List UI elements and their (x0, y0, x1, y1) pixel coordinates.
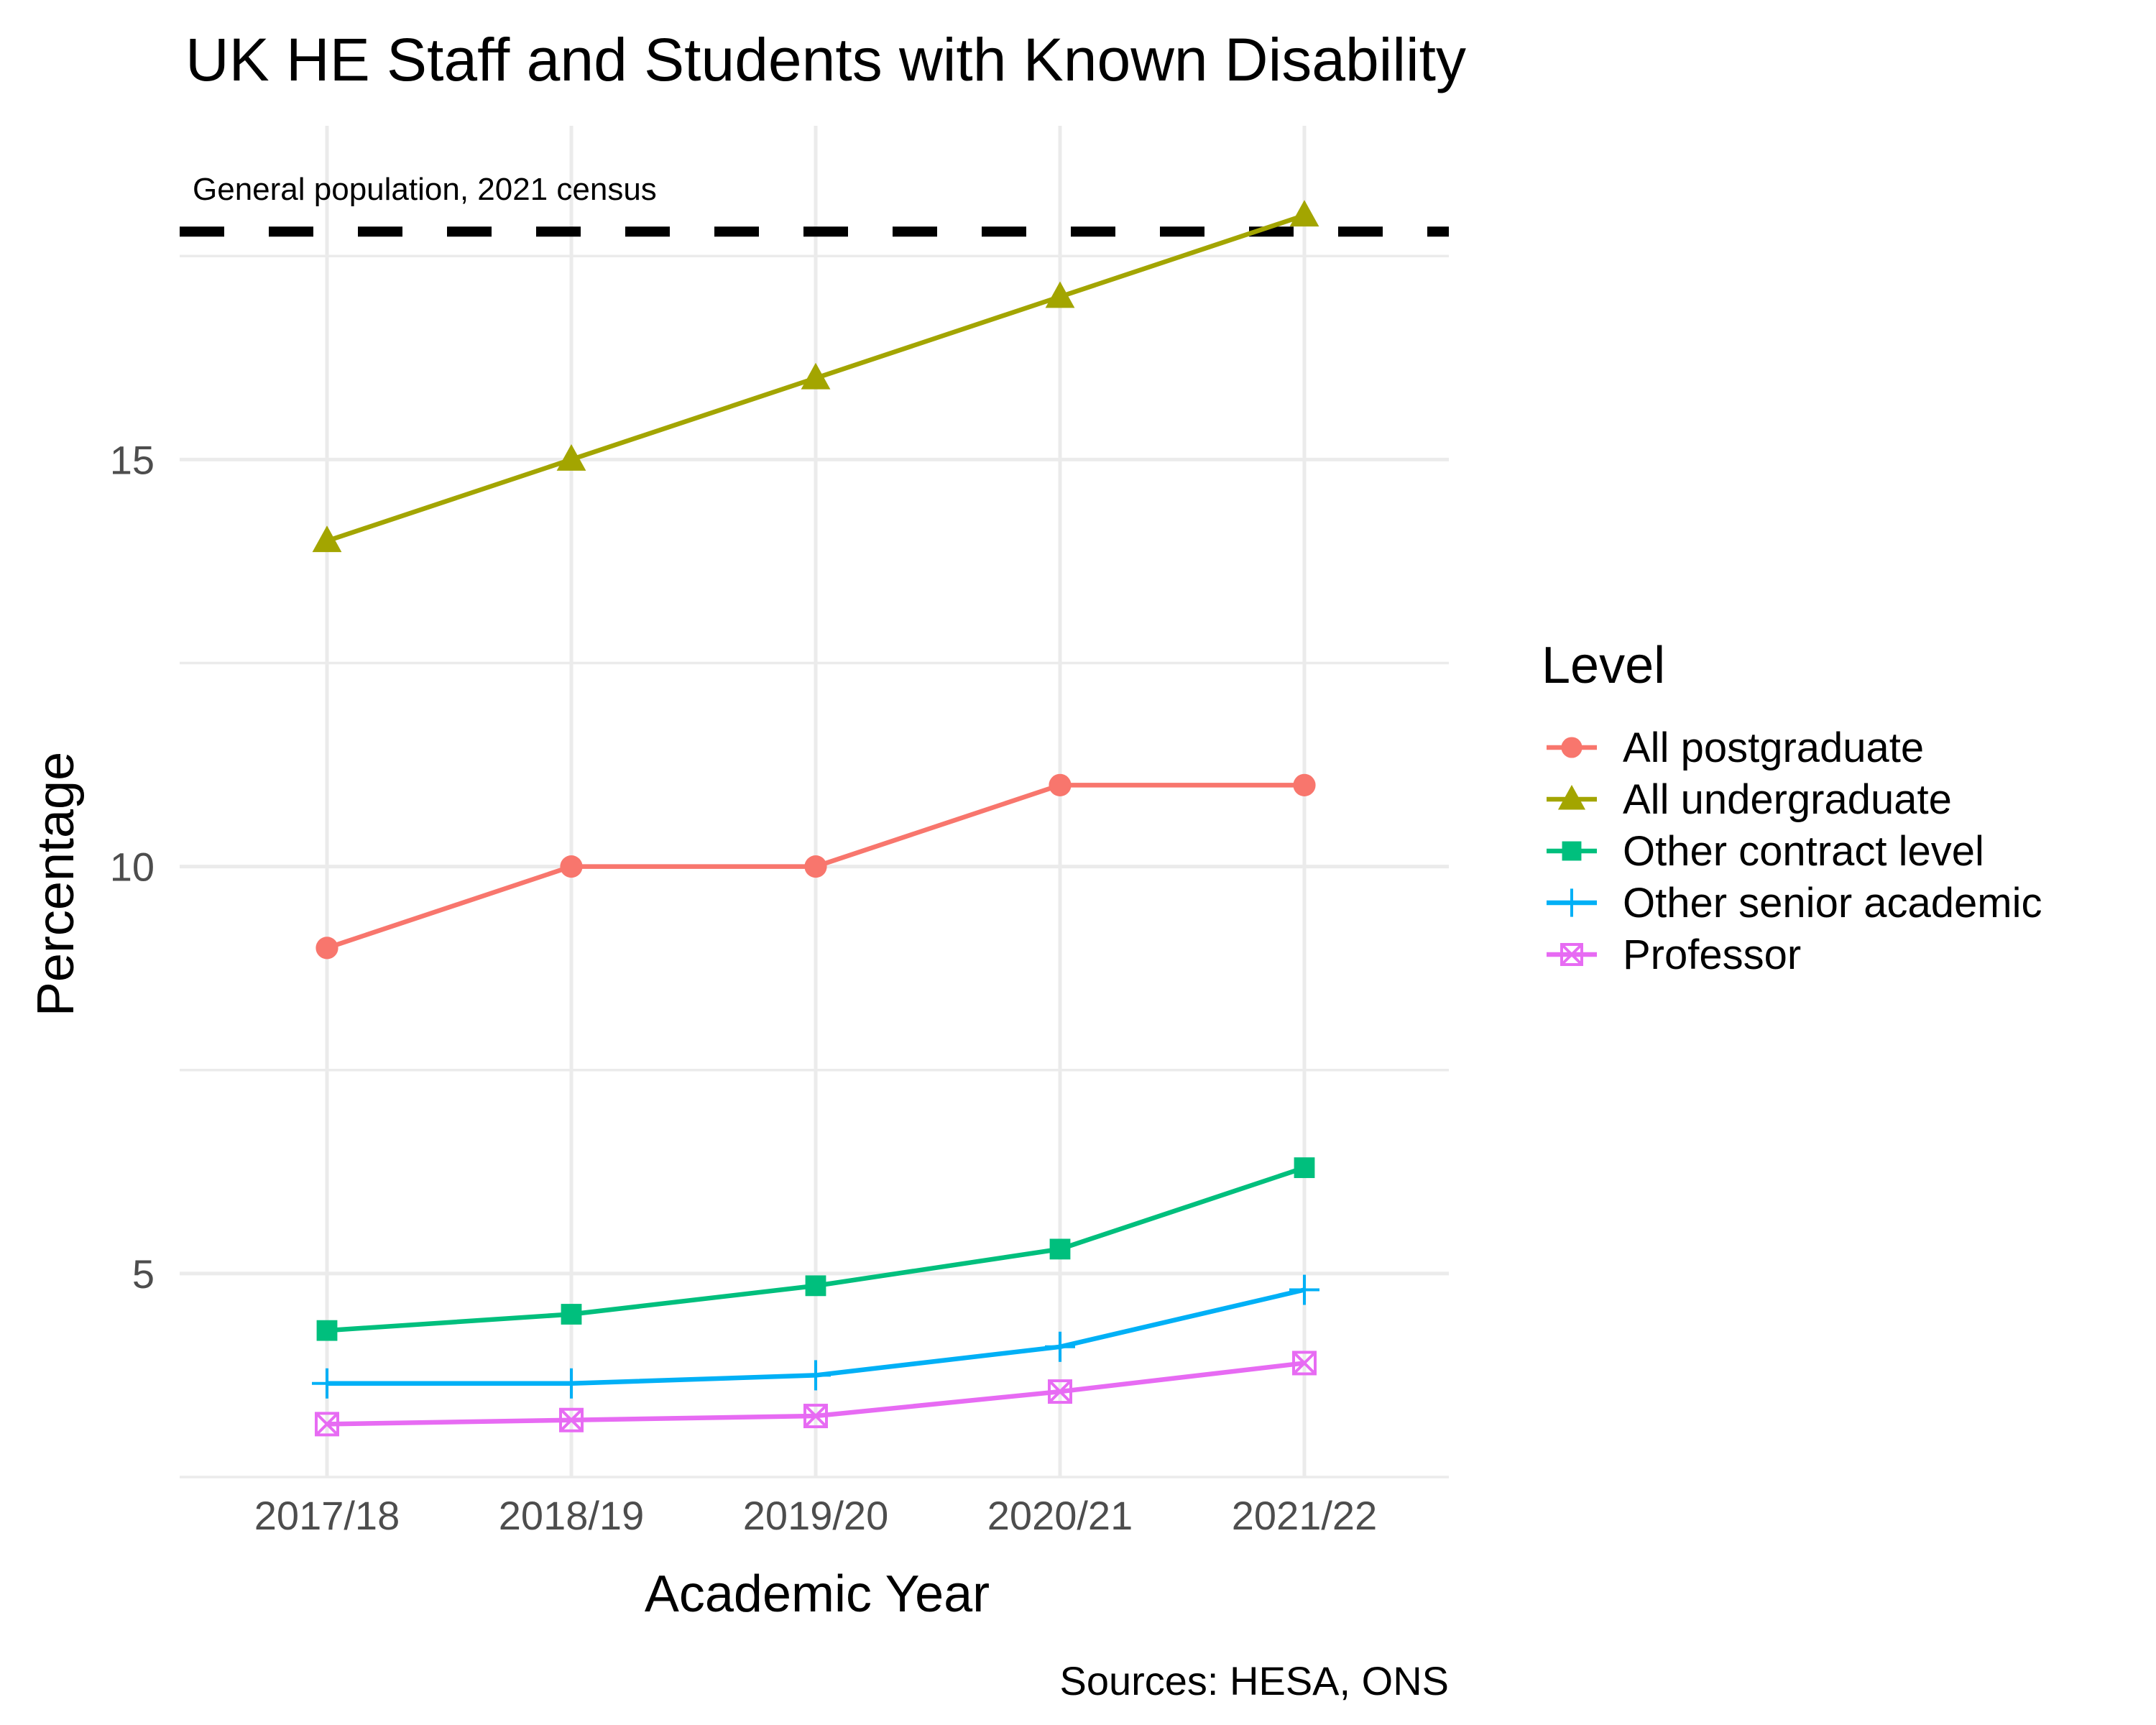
series-other-senior-academic (312, 1274, 1319, 1399)
square-cross-line (1560, 943, 1583, 966)
data-point-other-senior-academic (801, 1360, 831, 1391)
x-tick-label: 2017/18 (254, 1493, 400, 1538)
series-all-undergraduate (312, 200, 1319, 553)
legend-item-all-undergraduate: All undergraduate (1547, 776, 1952, 823)
y-axis-title: Percentage (27, 752, 85, 1016)
legend-item-other-senior-academic: Other senior academic (1547, 880, 2042, 926)
x-tick-label: 2018/19 (499, 1493, 644, 1538)
data-point-professor (315, 1412, 339, 1437)
data-point-other-senior-academic (1045, 1331, 1075, 1362)
square-cross-line (1048, 1379, 1072, 1404)
data-point-all-undergraduate (1289, 200, 1319, 227)
data-point-other-senior-academic (312, 1368, 342, 1399)
series-group (312, 200, 1319, 1437)
square-cross-box (559, 1407, 584, 1432)
legend-items: All postgraduate All undergraduate Other c… (1547, 724, 2042, 978)
legend-label: Other contract level (1623, 828, 1984, 875)
data-point-all-postgraduate (804, 855, 827, 878)
x-tick-label: 2019/20 (743, 1493, 888, 1538)
data-point-professor (803, 1404, 828, 1429)
square-cross-line (559, 1408, 584, 1432)
legend-key-marker (1557, 888, 1586, 917)
square-cross-box (1560, 943, 1583, 966)
data-point-all-postgraduate (1049, 773, 1072, 796)
legend-item-other-contract-level: Other contract level (1547, 828, 1984, 875)
square-cross-box (1292, 1351, 1317, 1376)
square-cross-line (315, 1412, 339, 1436)
chart-title: UK HE Staff and Students with Known Disa… (185, 26, 1466, 93)
data-point-all-undergraduate (312, 525, 342, 553)
data-point-all-postgraduate (560, 855, 583, 878)
x-axis-title: Academic Year (645, 1565, 990, 1623)
square-cross-box (1048, 1379, 1072, 1404)
legend-label: Other senior academic (1623, 880, 2042, 926)
y-tick-label: 10 (110, 845, 155, 890)
square-cross-line (1292, 1351, 1317, 1375)
legend: Level All postgraduate All undergraduate O… (1542, 637, 2042, 978)
legend-key-marker (1561, 737, 1583, 758)
square-cross-line (803, 1404, 828, 1428)
data-point-all-undergraduate (556, 443, 586, 471)
y-tick-label: 5 (132, 1251, 155, 1297)
reference-line-label: General population, 2021 census (193, 172, 657, 207)
data-point-professor (1292, 1351, 1317, 1376)
square-cross-box (315, 1412, 339, 1437)
data-point-other-contract-level (561, 1304, 582, 1325)
legend-item-professor: Professor (1547, 932, 1801, 978)
data-point-other-contract-level (1049, 1238, 1071, 1260)
legend-title: Level (1542, 637, 1665, 694)
legend-label: Professor (1623, 932, 1801, 978)
data-point-other-contract-level (316, 1320, 338, 1341)
data-point-all-undergraduate (801, 362, 831, 390)
legend-key-marker (1560, 943, 1583, 966)
data-point-all-postgraduate (1293, 773, 1316, 796)
series-other-contract-level (316, 1157, 1315, 1341)
data-point-all-undergraduate (1045, 281, 1075, 308)
y-axis-ticks: 5 10 15 (110, 437, 155, 1297)
data-point-other-contract-level (805, 1275, 826, 1297)
series-professor (315, 1351, 1317, 1437)
data-point-professor (559, 1407, 584, 1432)
data-point-all-postgraduate (315, 937, 338, 960)
data-point-other-contract-level (1294, 1157, 1315, 1179)
x-axis-ticks: 2017/18 2018/19 2019/20 2020/21 2021/22 (254, 1493, 1377, 1538)
legend-key-marker (1557, 785, 1586, 810)
y-tick-label: 15 (110, 437, 155, 482)
data-point-other-senior-academic (1289, 1274, 1319, 1305)
series-all-postgraduate (315, 773, 1316, 960)
legend-label: All undergraduate (1623, 776, 1952, 823)
legend-label: All postgraduate (1623, 724, 1924, 771)
x-tick-label: 2020/21 (987, 1493, 1133, 1538)
legend-key-marker (1562, 841, 1582, 861)
square-cross-box (803, 1404, 828, 1429)
grid (180, 126, 1449, 1478)
legend-item-all-postgraduate: All postgraduate (1547, 724, 1924, 771)
data-point-professor (1048, 1379, 1072, 1404)
chart-caption: Sources: HESA, ONS (1059, 1658, 1449, 1703)
x-tick-label: 2021/22 (1232, 1493, 1377, 1538)
data-point-other-senior-academic (556, 1368, 586, 1399)
